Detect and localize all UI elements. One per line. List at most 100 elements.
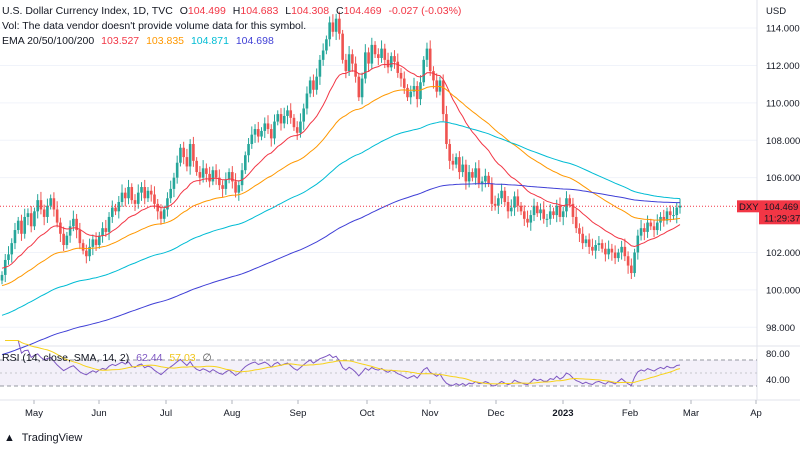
candle-body bbox=[334, 18, 338, 32]
candle-body bbox=[123, 192, 127, 199]
candle-body bbox=[279, 114, 283, 124]
candle-body bbox=[104, 228, 108, 232]
candle-body bbox=[412, 86, 416, 92]
candle-body bbox=[286, 110, 289, 116]
candle-body bbox=[386, 59, 390, 68]
candle-body bbox=[62, 233, 65, 246]
high-value: 104.683 bbox=[240, 5, 279, 17]
ema-legend[interactable]: EMA 20/50/100/200 103.527 103.835 104.87… bbox=[2, 35, 278, 47]
candle-body bbox=[646, 222, 649, 232]
candle-body bbox=[234, 181, 237, 193]
candle-body bbox=[33, 211, 36, 227]
price-axis-currency: USD bbox=[766, 6, 786, 17]
candle-body bbox=[120, 192, 124, 202]
candle-body bbox=[409, 91, 413, 98]
candle-body bbox=[250, 134, 254, 145]
candle-body bbox=[347, 54, 351, 72]
candle-body bbox=[221, 185, 224, 189]
ema50-value: 103.835 bbox=[146, 35, 185, 47]
price-axis-tick: 112.000 bbox=[766, 61, 800, 72]
candle-body bbox=[373, 44, 377, 55]
candle-body bbox=[23, 216, 27, 234]
price-badge-text: 104.469 bbox=[764, 202, 798, 213]
candle-body bbox=[672, 215, 675, 217]
candle-body bbox=[500, 190, 503, 199]
candle-body bbox=[211, 170, 215, 182]
candle-body bbox=[594, 245, 597, 251]
candle-body bbox=[513, 196, 516, 208]
candle-body bbox=[36, 200, 39, 212]
candle-body bbox=[445, 114, 448, 145]
candle-body bbox=[626, 256, 630, 266]
time-axis-tick: Ap bbox=[750, 408, 762, 419]
candle-body bbox=[415, 86, 419, 100]
candle-body bbox=[639, 228, 643, 236]
candle-body bbox=[600, 243, 604, 249]
candle-body bbox=[464, 164, 468, 182]
candle-body bbox=[552, 211, 555, 216]
time-axis-tick: Jul bbox=[160, 408, 172, 419]
candle-body bbox=[458, 157, 461, 173]
ema100-value: 104.871 bbox=[190, 35, 229, 47]
price-axis-tick: 114.000 bbox=[766, 24, 800, 35]
candle-body bbox=[675, 207, 679, 216]
open-label: O bbox=[179, 5, 188, 17]
ema100-line bbox=[1, 121, 681, 316]
price-axis-tick: 110.000 bbox=[766, 98, 800, 109]
candle-body bbox=[578, 228, 581, 234]
candle-body bbox=[55, 209, 59, 223]
tradingview-branding[interactable]: ▲ TradingView bbox=[4, 432, 86, 444]
candle-body bbox=[402, 78, 406, 88]
candle-body bbox=[665, 211, 669, 221]
candle-body bbox=[471, 172, 474, 178]
price-axis-tick: 108.000 bbox=[766, 136, 800, 147]
candle-body bbox=[140, 187, 143, 193]
time-axis-tick: May bbox=[25, 408, 43, 419]
rsi-extra-icon: ∅ bbox=[202, 352, 212, 364]
candle-body bbox=[630, 265, 633, 274]
candle-body bbox=[357, 76, 361, 98]
close-value: 104.469 bbox=[343, 5, 382, 17]
candle-body bbox=[146, 190, 150, 199]
candle-body bbox=[548, 211, 552, 219]
candle-body bbox=[172, 177, 176, 189]
candle-body bbox=[389, 56, 393, 68]
candle-body bbox=[451, 160, 455, 165]
time-axis-tick: Mar bbox=[683, 408, 699, 419]
candle-body bbox=[532, 205, 536, 216]
candle-body bbox=[308, 80, 312, 94]
candle-body bbox=[367, 52, 370, 64]
candle-body bbox=[10, 243, 14, 255]
candle-body bbox=[490, 183, 494, 204]
candle-body bbox=[613, 252, 617, 259]
candle-body bbox=[422, 59, 426, 83]
candle-body bbox=[218, 177, 221, 186]
candle-body bbox=[561, 211, 565, 217]
candle-body bbox=[617, 252, 620, 259]
rsi-legend[interactable]: RSI (14, close, SMA, 14, 2) 62.44 57.03 … bbox=[2, 352, 216, 364]
candle-body bbox=[85, 250, 88, 257]
candle-body bbox=[315, 76, 318, 90]
candle-body bbox=[88, 246, 91, 257]
candle-body bbox=[428, 48, 432, 72]
candle-body bbox=[256, 129, 260, 137]
low-value: 104.308 bbox=[291, 5, 330, 17]
candle-body bbox=[312, 80, 315, 90]
price-axis-tick: 98.000 bbox=[766, 323, 795, 334]
symbol-title[interactable]: U.S. Dollar Currency Index, 1D, TVC bbox=[2, 5, 173, 17]
candle-body bbox=[195, 160, 198, 173]
candle-body bbox=[305, 93, 309, 109]
candle-body bbox=[231, 172, 234, 182]
price-axis-tick: 102.000 bbox=[766, 248, 800, 259]
candle-body bbox=[519, 205, 523, 212]
candle-body bbox=[448, 144, 451, 161]
candle-body bbox=[149, 190, 153, 195]
candle-body bbox=[360, 78, 364, 98]
candle-body bbox=[49, 198, 52, 206]
candle-body bbox=[39, 200, 43, 210]
candle-body bbox=[260, 130, 263, 137]
candle-body bbox=[510, 207, 513, 212]
candle-body bbox=[247, 144, 250, 156]
